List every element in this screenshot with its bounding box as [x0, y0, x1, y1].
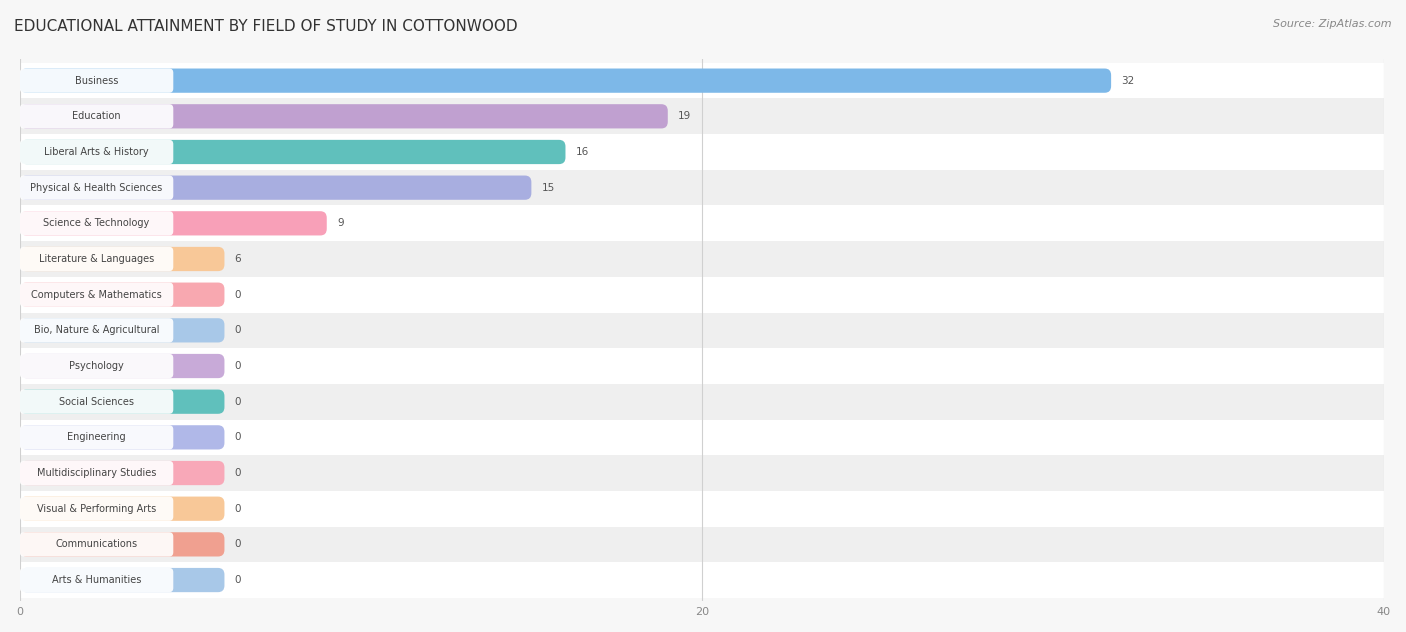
- Text: 0: 0: [235, 504, 242, 514]
- FancyBboxPatch shape: [20, 176, 531, 200]
- Text: 9: 9: [337, 218, 343, 228]
- FancyBboxPatch shape: [20, 568, 173, 592]
- Text: 0: 0: [235, 325, 242, 336]
- Text: Literature & Languages: Literature & Languages: [39, 254, 155, 264]
- FancyBboxPatch shape: [20, 99, 1384, 134]
- FancyBboxPatch shape: [20, 205, 1384, 241]
- Text: Social Sciences: Social Sciences: [59, 397, 134, 406]
- FancyBboxPatch shape: [20, 63, 1384, 99]
- FancyBboxPatch shape: [20, 461, 173, 485]
- Text: Bio, Nature & Agricultural: Bio, Nature & Agricultural: [34, 325, 159, 336]
- FancyBboxPatch shape: [20, 68, 173, 93]
- FancyBboxPatch shape: [20, 104, 173, 128]
- Text: Science & Technology: Science & Technology: [44, 218, 149, 228]
- Text: 0: 0: [235, 575, 242, 585]
- FancyBboxPatch shape: [20, 497, 225, 521]
- FancyBboxPatch shape: [20, 319, 225, 343]
- FancyBboxPatch shape: [20, 497, 173, 521]
- FancyBboxPatch shape: [20, 532, 225, 557]
- FancyBboxPatch shape: [20, 170, 1384, 205]
- Text: 0: 0: [235, 397, 242, 406]
- FancyBboxPatch shape: [20, 425, 225, 449]
- FancyBboxPatch shape: [20, 277, 1384, 312]
- FancyBboxPatch shape: [20, 211, 326, 236]
- Text: Business: Business: [75, 76, 118, 86]
- FancyBboxPatch shape: [20, 140, 565, 164]
- FancyBboxPatch shape: [20, 283, 173, 307]
- FancyBboxPatch shape: [20, 176, 173, 200]
- Text: Multidisciplinary Studies: Multidisciplinary Studies: [37, 468, 156, 478]
- FancyBboxPatch shape: [20, 68, 1111, 93]
- Text: Computers & Mathematics: Computers & Mathematics: [31, 289, 162, 300]
- Text: Education: Education: [72, 111, 121, 121]
- Text: EDUCATIONAL ATTAINMENT BY FIELD OF STUDY IN COTTONWOOD: EDUCATIONAL ATTAINMENT BY FIELD OF STUDY…: [14, 19, 517, 34]
- Text: Communications: Communications: [55, 539, 138, 549]
- FancyBboxPatch shape: [20, 526, 1384, 562]
- Text: Psychology: Psychology: [69, 361, 124, 371]
- Text: Source: ZipAtlas.com: Source: ZipAtlas.com: [1274, 19, 1392, 29]
- Text: 0: 0: [235, 361, 242, 371]
- Text: 6: 6: [235, 254, 242, 264]
- FancyBboxPatch shape: [20, 491, 1384, 526]
- FancyBboxPatch shape: [20, 384, 1384, 420]
- FancyBboxPatch shape: [20, 389, 225, 414]
- FancyBboxPatch shape: [20, 568, 225, 592]
- FancyBboxPatch shape: [20, 461, 225, 485]
- FancyBboxPatch shape: [20, 312, 1384, 348]
- Text: Physical & Health Sciences: Physical & Health Sciences: [31, 183, 163, 193]
- FancyBboxPatch shape: [20, 319, 173, 343]
- FancyBboxPatch shape: [20, 354, 225, 378]
- Text: 0: 0: [235, 539, 242, 549]
- FancyBboxPatch shape: [20, 562, 1384, 598]
- Text: 0: 0: [235, 289, 242, 300]
- Text: Arts & Humanities: Arts & Humanities: [52, 575, 141, 585]
- FancyBboxPatch shape: [20, 140, 173, 164]
- FancyBboxPatch shape: [20, 241, 1384, 277]
- FancyBboxPatch shape: [20, 354, 173, 378]
- Text: Engineering: Engineering: [67, 432, 127, 442]
- FancyBboxPatch shape: [20, 532, 173, 557]
- FancyBboxPatch shape: [20, 455, 1384, 491]
- Text: Liberal Arts & History: Liberal Arts & History: [44, 147, 149, 157]
- FancyBboxPatch shape: [20, 348, 1384, 384]
- FancyBboxPatch shape: [20, 425, 173, 449]
- FancyBboxPatch shape: [20, 389, 173, 414]
- FancyBboxPatch shape: [20, 283, 225, 307]
- FancyBboxPatch shape: [20, 104, 668, 128]
- FancyBboxPatch shape: [20, 134, 1384, 170]
- Text: 32: 32: [1122, 76, 1135, 86]
- FancyBboxPatch shape: [20, 420, 1384, 455]
- Text: 15: 15: [541, 183, 555, 193]
- Text: 0: 0: [235, 468, 242, 478]
- Text: Visual & Performing Arts: Visual & Performing Arts: [37, 504, 156, 514]
- FancyBboxPatch shape: [20, 247, 225, 271]
- FancyBboxPatch shape: [20, 211, 173, 236]
- FancyBboxPatch shape: [20, 247, 173, 271]
- Text: 19: 19: [678, 111, 692, 121]
- Text: 0: 0: [235, 432, 242, 442]
- Text: 16: 16: [575, 147, 589, 157]
